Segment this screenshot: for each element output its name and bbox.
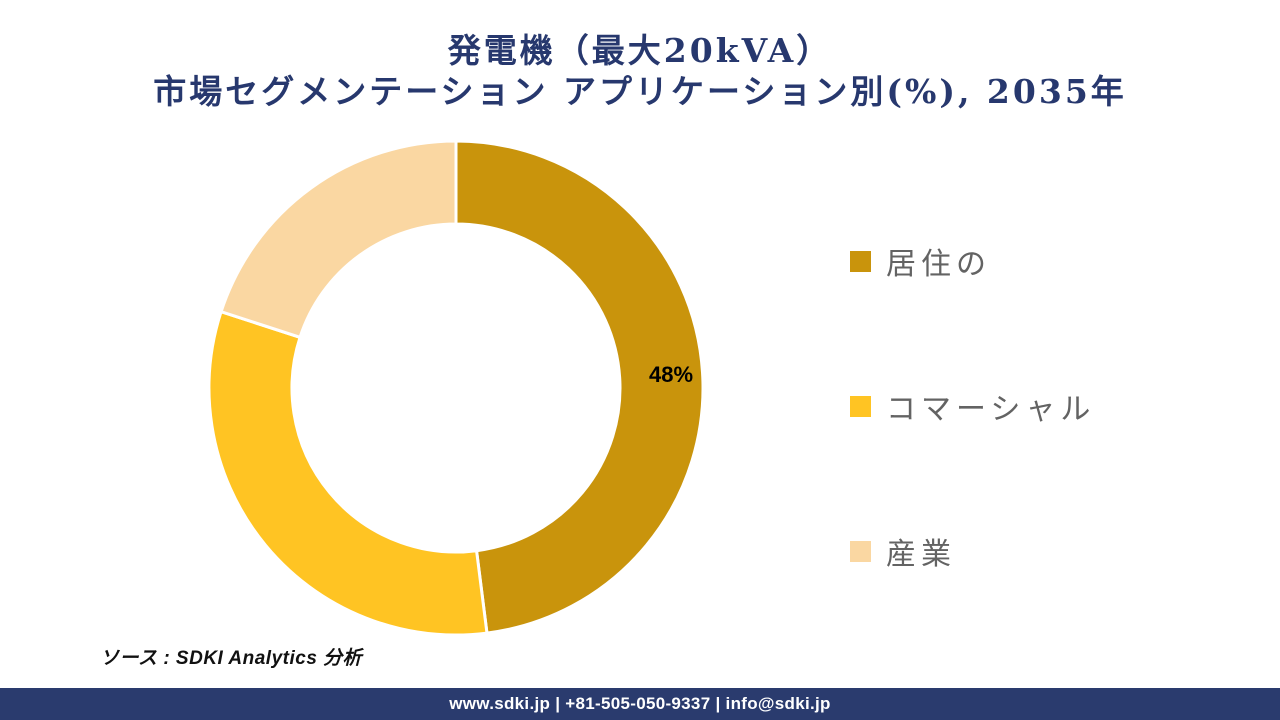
chart-title-line2: 市場セグメンテーション アプリケーション別(%), 2035年	[153, 72, 1127, 111]
legend-label-residential: 居住の	[886, 248, 991, 281]
source-note: ソース : SDKI Analytics 分析	[100, 648, 363, 669]
legend-swatch-industrial	[850, 540, 871, 562]
chart-legend: 居住の コマーシャル 産業	[850, 240, 1095, 572]
chart-title-line1: 発電機（最大20kVA）	[447, 31, 833, 70]
donut-slice-2	[219, 139, 458, 340]
legend-label-industrial: 産業	[886, 538, 956, 571]
legend-label-commercial: コマーシャル	[886, 393, 1096, 426]
legend-item-residential: 居住の	[850, 240, 1095, 282]
donut-slice-1	[207, 309, 489, 637]
footer-bar: www.sdki.jp | +81-505-050-9337 | info@sd…	[0, 688, 1280, 720]
legend-item-industrial: 産業	[850, 530, 1095, 572]
donut-chart: 48%	[207, 139, 705, 637]
donut-value-label: 48%	[649, 362, 693, 387]
chart-title: 発電機（最大20kVA） 市場セグメンテーション アプリケーション別(%), 2…	[0, 30, 1280, 112]
legend-swatch-commercial	[850, 395, 871, 417]
legend-swatch-residential	[850, 250, 871, 272]
legend-item-commercial: コマーシャル	[850, 385, 1095, 427]
donut-slice-0	[454, 139, 705, 635]
footer-contact-text: www.sdki.jp | +81-505-050-9337 | info@sd…	[449, 694, 831, 713]
